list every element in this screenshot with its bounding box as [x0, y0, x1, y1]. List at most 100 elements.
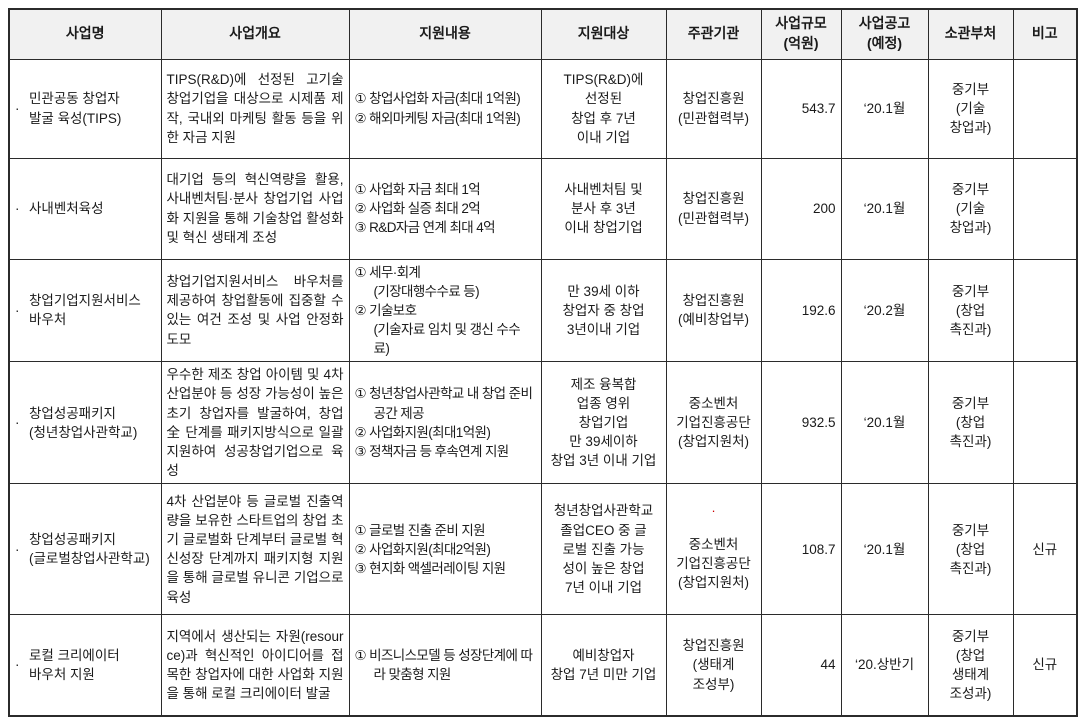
cell-ministry: 중기부 (기술 창업과) — [927, 58, 1014, 159]
cell-note: 신규 — [1012, 614, 1078, 717]
red-dot-mark: · — [711, 503, 716, 519]
cell-support: ① 청년창업사관학교 내 창업 준비공간 제공 ② 사업화지원(최대1억원) ③… — [348, 361, 542, 485]
cell-announce: ‘20.1월 — [840, 361, 929, 485]
program-name-text: 사내벤처육성 — [29, 200, 104, 216]
cell-program-name: · 창업기업지원서비스 바우처 — [8, 258, 162, 363]
program-name-text: 창업성공패키지 (청년창업사관학교) — [29, 405, 138, 440]
cell-target: 만 39세 이하 창업자 중 창업 3년이내 기업 — [540, 258, 667, 363]
support-item: ② 사업화지원(최대2억원) — [354, 541, 491, 557]
support-item: ③ 현지화 액셀러레이팅 지원 — [354, 560, 507, 576]
program-name-text: 창업기업지원서비스 바우처 — [29, 293, 141, 328]
cell-announce: ‘20.2월 — [840, 258, 929, 363]
cell-scale: 192.6 — [760, 258, 842, 363]
header-row: 사업명 사업개요 지원내용 지원대상 주관기관 사업규모 (억원) 사업공고 (… — [8, 8, 1078, 60]
cell-program-name: · 창업성공패키지 (글로벌창업사관학교) — [8, 483, 162, 616]
cell-announce: ‘20.1월 — [840, 483, 929, 616]
support-item: ① 청년창업사관학교 내 창업 준비공간 제공 — [354, 386, 533, 421]
cell-ministry: 중기부 (창업 촉진과) — [927, 483, 1014, 616]
cell-agency: 창업진흥원 (예비창업부) — [665, 258, 762, 363]
cell-ministry: 중기부 (기술 창업과) — [927, 157, 1014, 260]
table-row: · 사내벤처육성 대기업 등의 혁신역량을 활용, 사내벤처팀·분사 창업기업 … — [8, 157, 1078, 260]
cell-target: 예비창업자 창업 7년 미만 기업 — [540, 614, 667, 717]
header-name: 사업명 — [8, 8, 162, 60]
cell-support: ① 비즈니스모델 등 성장단계에 따라 맞춤형 지원 — [348, 614, 542, 717]
cell-note — [1012, 157, 1078, 260]
cell-overview: 4차 산업분야 등 글로벌 진출역량을 보유한 스타트업의 창업 초기 글로벌화… — [160, 483, 350, 616]
cell-agency: 창업진흥원 (생태계 조성부) — [665, 614, 762, 717]
support-item: ② 해외마케팅 자금(최대 1억원) — [354, 110, 521, 126]
cell-target: TIPS(R&D)에 선정된 창업 후 7년 이내 기업 — [540, 58, 667, 159]
bullet-icon: · — [15, 415, 20, 431]
cell-overview: 지역에서 생산되는 자원(resource)과 혁신적인 아이디어를 접목한 창… — [160, 614, 350, 717]
cell-agency: 창업진흥원 (민관협력부) — [665, 58, 762, 159]
agency-text: 중소벤처 기업진흥공단 (창업지원처) — [676, 536, 751, 590]
cell-note: 신규 — [1012, 483, 1078, 616]
header-ministry: 소관부처 — [927, 8, 1014, 60]
program-name-text: 민관공동 창업자 발굴 육성(TIPS) — [29, 91, 122, 126]
program-name-text: 창업성공패키지 (글로벌창업사관학교) — [29, 532, 150, 567]
cell-target: 사내벤처팀 및 분사 후 3년 이내 창업기업 — [540, 157, 667, 260]
cell-program-name: · 로컬 크리에이터 바우처 지원 — [8, 614, 162, 717]
cell-note — [1012, 258, 1078, 363]
cell-program-name: · 민관공동 창업자 발굴 육성(TIPS) — [8, 58, 162, 159]
cell-scale: 932.5 — [760, 361, 842, 485]
cell-ministry: 중기부 (창업 촉진과) — [927, 258, 1014, 363]
table-row: · 로컬 크리에이터 바우처 지원 지역에서 생산되는 자원(resource)… — [8, 614, 1078, 717]
cell-overview: TIPS(R&D)에 선정된 고기술 창업기업을 대상으로 시제품 제작, 국내… — [160, 58, 350, 159]
cell-agency: · 중소벤처 기업진흥공단 (창업지원처) — [665, 483, 762, 616]
cell-scale: 108.7 — [760, 483, 842, 616]
support-item: ③ R&D자금 연계 최대 4억 — [354, 220, 496, 236]
cell-target: 제조 융복합 업종 영위 창업기업 만 39세이하 창업 3년 이내 기업 — [540, 361, 667, 485]
header-support: 지원내용 — [348, 8, 542, 60]
cell-announce: ‘20.상반기 — [840, 614, 929, 717]
header-agency: 주관기관 — [665, 8, 762, 60]
cell-overview: 대기업 등의 혁신역량을 활용, 사내벤처팀·분사 창업기업 사업화 지원을 통… — [160, 157, 350, 260]
support-item: ② 사업화 실증 최대 2억 — [354, 200, 481, 216]
document-page: 사업명 사업개요 지원내용 지원대상 주관기관 사업규모 (억원) 사업공고 (… — [8, 8, 1078, 717]
bullet-icon: · — [15, 200, 20, 216]
cell-scale: 543.7 — [760, 58, 842, 159]
support-item: ① 사업화 자금 최대 1억 — [354, 181, 481, 197]
program-name-text: 로컬 크리에이터 바우처 지원 — [29, 647, 120, 682]
cell-overview: 우수한 제조 창업 아이템 및 4차 산업분야 등 성장 가능성이 높은 초기 … — [160, 361, 350, 485]
support-item: ① 비즈니스모델 등 성장단계에 따라 맞춤형 지원 — [354, 647, 533, 682]
header-note: 비고 — [1012, 8, 1078, 60]
table-row: · 창업기업지원서비스 바우처 창업기업지원서비스 바우처를 제공하여 창업활동… — [8, 258, 1078, 363]
cell-ministry: 중기부 (창업 생태계 조성과) — [927, 614, 1014, 717]
cell-program-name: · 창업성공패키지 (청년창업사관학교) — [8, 361, 162, 485]
cell-scale: 44 — [760, 614, 842, 717]
startup-programs-table: 사업명 사업개요 지원내용 지원대상 주관기관 사업규모 (억원) 사업공고 (… — [8, 8, 1078, 717]
support-item: ① 글로벌 진출 준비 지원 — [354, 522, 486, 538]
cell-scale: 200 — [760, 157, 842, 260]
header-announce: 사업공고 (예정) — [840, 8, 929, 60]
cell-target: 청년창업사관학교 졸업CEO 중 글 로벌 진출 가능 성이 높은 창업 7년 … — [540, 483, 667, 616]
cell-support: ① 창업사업화 자금(최대 1억원) ② 해외마케팅 자금(최대 1억원) — [348, 58, 542, 159]
table-row: · 창업성공패키지 (글로벌창업사관학교) 4차 산업분야 등 글로벌 진출역량… — [8, 483, 1078, 616]
header-target: 지원대상 — [540, 8, 667, 60]
bullet-icon: · — [15, 541, 20, 557]
cell-announce: ‘20.1월 — [840, 157, 929, 260]
support-item: ① 세무·회계 (기장대행수수료 등) — [354, 264, 480, 299]
cell-agency: 창업진흥원 (민관협력부) — [665, 157, 762, 260]
cell-note — [1012, 58, 1078, 159]
table-row: · 창업성공패키지 (청년창업사관학교) 우수한 제조 창업 아이템 및 4차 … — [8, 361, 1078, 485]
cell-overview: 창업기업지원서비스 바우처를 제공하여 창업활동에 집중할 수 있는 여건 조성… — [160, 258, 350, 363]
cell-announce: ‘20.1월 — [840, 58, 929, 159]
header-scale: 사업규모 (억원) — [760, 8, 842, 60]
cell-support: ① 사업화 자금 최대 1억 ② 사업화 실증 최대 2억 ③ R&D자금 연계… — [348, 157, 542, 260]
cell-program-name: · 사내벤처육성 — [8, 157, 162, 260]
support-item: ③ 정책자금 등 후속연계 지원 — [354, 443, 510, 459]
cell-support: ① 세무·회계 (기장대행수수료 등) ② 기술보호 (기술자료 임치 및 갱신… — [348, 258, 542, 363]
header-overview: 사업개요 — [160, 8, 350, 60]
cell-agency: 중소벤처 기업진흥공단 (창업지원처) — [665, 361, 762, 485]
cell-note — [1012, 361, 1078, 485]
support-item: ② 사업화지원(최대1억원) — [354, 424, 491, 440]
bullet-icon: · — [15, 302, 20, 318]
bullet-icon: · — [15, 100, 20, 116]
table-row: · 민관공동 창업자 발굴 육성(TIPS) TIPS(R&D)에 선정된 고기… — [8, 58, 1078, 159]
support-item: ② 기술보호 (기술자료 임치 및 갱신 수수료) — [354, 302, 521, 357]
cell-support: ① 글로벌 진출 준비 지원 ② 사업화지원(최대2억원) ③ 현지화 액셀러레… — [348, 483, 542, 616]
support-item: ① 창업사업화 자금(최대 1억원) — [354, 91, 521, 107]
cell-ministry: 중기부 (창업 촉진과) — [927, 361, 1014, 485]
bullet-icon: · — [15, 657, 20, 673]
